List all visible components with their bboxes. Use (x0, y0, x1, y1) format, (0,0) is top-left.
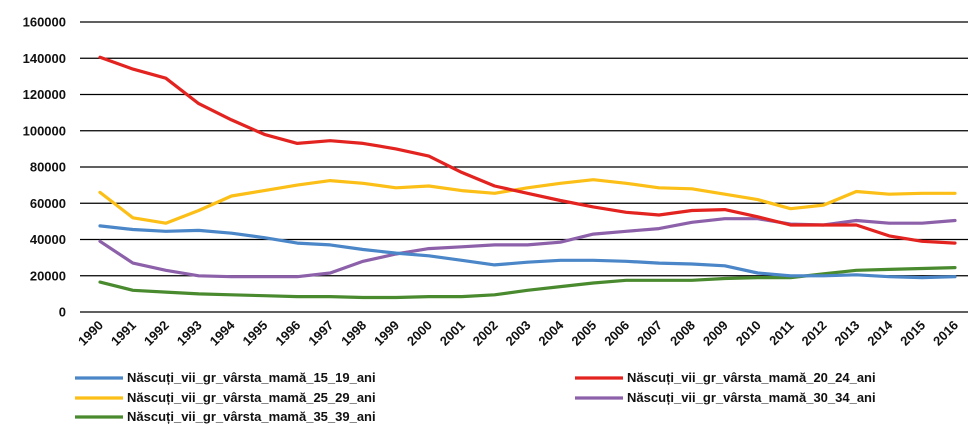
x-tick-label: 1991 (108, 318, 139, 349)
y-tick-label: 40000 (30, 232, 66, 247)
y-tick-label: 120000 (23, 87, 66, 102)
y-tick-label: 0 (59, 305, 66, 320)
x-tick-label: 2007 (634, 318, 665, 349)
x-tick-label: 2005 (568, 318, 599, 349)
legend-item-4: Născuți_vii_gr_vârsta_mamă_35_39_ani (75, 409, 376, 424)
series-line-4 (98, 266, 957, 300)
x-tick-label: 2010 (733, 318, 764, 349)
legend-label: Născuți_vii_gr_vârsta_mamă_25_29_ani (127, 390, 376, 405)
legend-label: Născuți_vii_gr_vârsta_mamă_30_34_ani (627, 390, 876, 405)
legend-label: Născuți_vii_gr_vârsta_mamă_20_24_ani (627, 370, 876, 385)
x-tick-label: 2008 (667, 318, 698, 349)
legend-label: Născuți_vii_gr_vârsta_mamă_35_39_ani (127, 409, 376, 424)
legend-label: Născuți_vii_gr_vârsta_mamă_15_19_ani (127, 370, 376, 385)
y-tick-label: 60000 (30, 196, 66, 211)
series-line-3 (98, 217, 957, 279)
x-tick-label: 2009 (700, 318, 731, 349)
x-tick-label: 2013 (831, 318, 862, 349)
x-tick-label: 1996 (272, 318, 303, 349)
x-tick-label: 1997 (305, 318, 336, 349)
y-tick-label: 140000 (23, 51, 66, 66)
y-axis-tick-labels: 0 20000 40000 60000 80000 100000 120000 140000 1… (23, 15, 66, 320)
x-tick-label: 1995 (239, 318, 270, 349)
x-tick-label: 1993 (174, 318, 205, 349)
legend-item-1: Născuți_vii_gr_vârsta_mamă_20_24_ani (575, 370, 876, 385)
x-tick-label: 2006 (601, 318, 632, 349)
y-tick-label: 20000 (30, 268, 66, 283)
x-tick-label: 2014 (864, 317, 896, 349)
legend-item-3: Născuți_vii_gr_vârsta_mamă_30_34_ani (575, 390, 876, 405)
series-path (98, 224, 957, 280)
x-tick-label: 2015 (897, 318, 928, 349)
x-tick-label: 2002 (470, 318, 501, 349)
legend-item-0: Născuți_vii_gr_vârsta_mamă_15_19_ani (75, 370, 376, 385)
x-tick-label: 1994 (207, 317, 239, 349)
grid-lines (80, 21, 968, 313)
x-tick-label: 1999 (371, 318, 402, 349)
series-line-2 (98, 178, 957, 225)
series-path (98, 178, 957, 225)
series-path (98, 217, 957, 279)
y-tick-label: 100000 (23, 123, 66, 138)
x-tick-label: 1998 (338, 318, 369, 349)
x-tick-label: 2000 (404, 318, 435, 349)
legend-item-2: Născuți_vii_gr_vârsta_mamă_25_29_ani (75, 390, 376, 405)
x-tick-label: 2011 (766, 318, 797, 349)
x-tick-label: 2003 (503, 318, 534, 349)
x-tick-label: 1990 (75, 318, 106, 349)
x-axis-tick-labels: 1990 1991 1992 1993 1994 1995 1996 1997 1998 1999… (75, 317, 961, 349)
series-line-1 (98, 55, 957, 245)
y-tick-label: 160000 (23, 15, 66, 30)
y-tick-label: 80000 (30, 160, 66, 175)
series-lines (98, 55, 957, 300)
x-tick-label: 2016 (930, 318, 961, 349)
x-tick-label: 2012 (799, 318, 830, 349)
x-tick-label: 1992 (141, 318, 172, 349)
legend: Născuți_vii_gr_vârsta_mamă_15_19_ani Născ… (75, 370, 876, 424)
series-path (98, 55, 957, 245)
x-tick-label: 2004 (535, 317, 567, 349)
series-path (98, 266, 957, 300)
x-tick-label: 2001 (437, 318, 468, 349)
series-line-0 (98, 224, 957, 280)
